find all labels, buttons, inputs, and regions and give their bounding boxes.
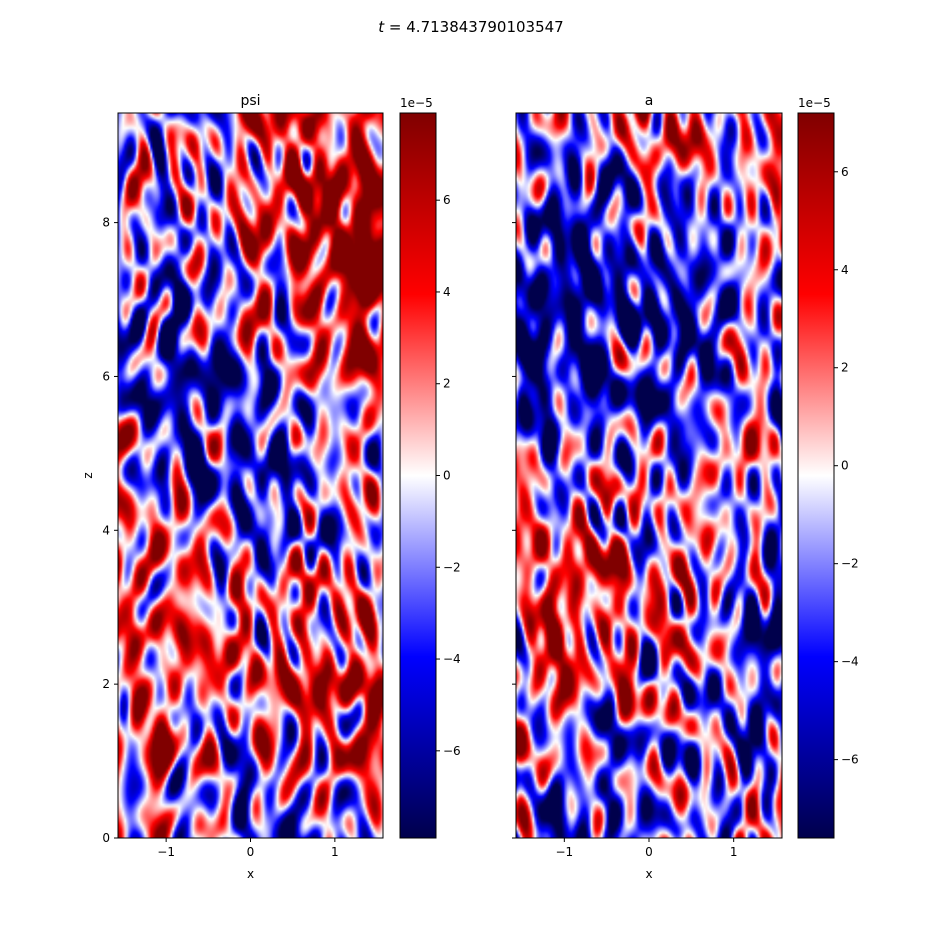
x-tick-label: −1 [157,845,175,859]
suptitle-value: 4.713843790103547 [406,18,563,36]
y-tick-label: 0 [102,831,110,845]
plot-title: psi [240,93,260,109]
figure-suptitle: t = 4.713843790103547 [378,18,563,36]
x-tick-label: 1 [730,845,738,859]
colorbar-tick-label: 4 [841,263,849,277]
y-tick-label: 6 [102,369,110,383]
colorbar-tick-label: 0 [443,469,451,483]
colorbar-tick-label: −4 [841,655,859,669]
y-axis-label: z [81,472,95,478]
colorbar-tick-label: 6 [443,193,451,207]
x-tick-label: 0 [247,845,255,859]
y-tick-label: 2 [102,677,110,691]
panels: psi −1 0 1 x 0 2 4 6 8 z −6 −4 −2 0 2 4 6 1e−5 a −1 0 1 x −6 −4 −2… [81,93,859,881]
colorbar-tick-label: 2 [443,377,451,391]
plot-title: a [645,93,654,109]
colorbar-tick-label: 0 [841,459,849,473]
x-axis-label: x [247,867,254,881]
panel-a: a −1 0 1 x −6 −4 −2 0 2 4 6 1e−5 [512,93,859,881]
colorbar-tick-label: 2 [841,361,849,375]
colorbar [797,112,835,839]
colorbar-tick-label: 6 [841,165,849,179]
colorbar-tick-label: −6 [443,744,461,758]
y-tick-label: 4 [102,523,110,537]
x-tick-label: −1 [555,845,573,859]
colorbar-tick-label: −2 [443,560,461,574]
colorbar [399,112,437,839]
panel-psi: psi −1 0 1 x 0 2 4 6 8 z −6 −4 −2 0 2 4 6 1e−5 [81,93,461,881]
heatmap-image [516,113,782,838]
x-tick-label: 1 [331,845,339,859]
heatmap-image [118,113,383,838]
colorbar-scale-label: 1e−5 [798,96,831,110]
suptitle-prefix: t [378,18,385,36]
suptitle-equals: = [384,18,406,36]
x-axis-label: x [645,867,652,881]
colorbar-scale-label: 1e−5 [400,96,433,110]
colorbar-tick-label: −2 [841,557,859,571]
colorbar-tick-label: −6 [841,753,859,767]
y-tick-label: 8 [102,216,110,230]
colorbar-tick-label: −4 [443,652,461,666]
colorbar-tick-label: 4 [443,285,451,299]
x-tick-label: 0 [645,845,653,859]
